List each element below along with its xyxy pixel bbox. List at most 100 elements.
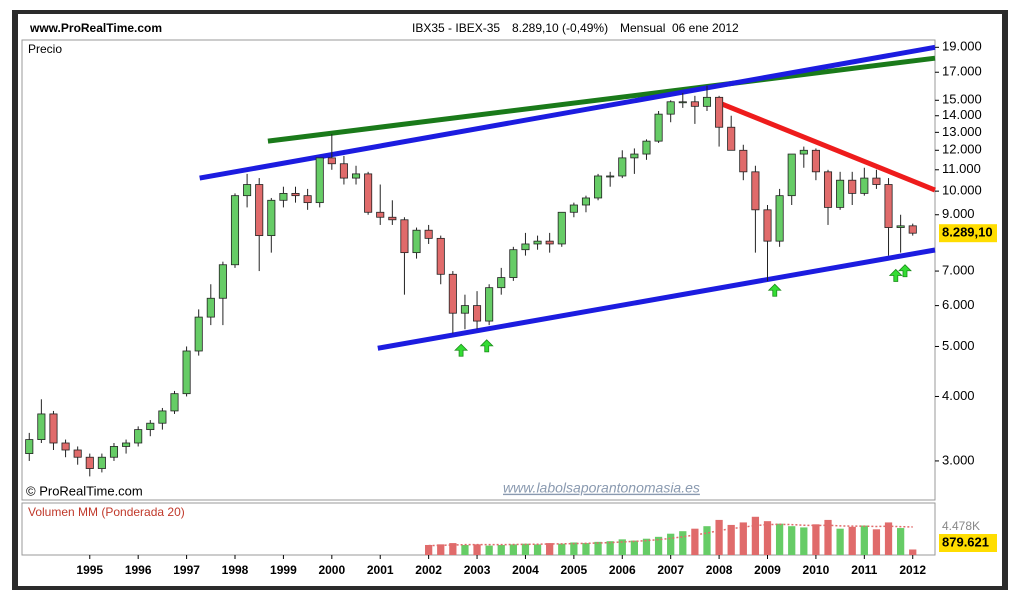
candle-body — [860, 177, 869, 194]
y-tick-label: 15.000 — [942, 92, 982, 107]
candle-body — [715, 96, 724, 128]
volume-bar — [812, 524, 820, 555]
candle-body — [182, 350, 191, 395]
candle-body — [594, 175, 603, 199]
support-arrow — [898, 264, 912, 278]
candle-body — [848, 179, 857, 194]
trend-line — [721, 101, 936, 193]
candle-body — [630, 153, 639, 159]
candle-body — [49, 413, 58, 444]
candle-body — [400, 219, 409, 254]
candle-body — [799, 149, 808, 155]
candle-body — [896, 225, 905, 228]
volume-title: Volumen MM (Ponderada 20) — [28, 505, 185, 519]
chart-title: IBX35 - IBEX-35 — [412, 21, 500, 35]
candle-body — [654, 113, 663, 142]
volume-bar — [836, 528, 844, 555]
candle-body — [279, 192, 288, 201]
volume-bar — [521, 543, 530, 555]
y-tick-label: 13.000 — [942, 124, 982, 139]
volume-bar — [800, 527, 808, 555]
candle-body — [533, 240, 542, 245]
candle-body — [581, 197, 590, 206]
candle-body — [497, 277, 506, 289]
candle-body — [763, 209, 772, 242]
candle-body — [243, 184, 252, 197]
candle-body — [291, 192, 300, 197]
candle-body — [872, 177, 881, 185]
candle-body — [146, 422, 155, 431]
candle-body — [569, 204, 578, 213]
y-tick-label: 14.000 — [942, 107, 982, 122]
volume-bar — [606, 541, 614, 555]
candle-body — [690, 101, 699, 107]
candle-body — [727, 126, 736, 151]
trend-line — [267, 55, 936, 144]
volume-bar — [509, 544, 517, 555]
candle-body — [485, 287, 494, 322]
y-tick-label: 6.000 — [942, 297, 975, 312]
trend-line — [199, 44, 936, 181]
candle-body — [436, 237, 445, 275]
candle-body — [448, 273, 457, 314]
volume-bar — [703, 526, 711, 555]
candle-body — [666, 101, 675, 115]
candle-body — [109, 446, 119, 458]
volume-bar — [485, 545, 493, 555]
x-tick-label: 1997 — [173, 563, 200, 577]
volume-bar — [546, 543, 554, 555]
candle-body — [303, 195, 312, 204]
ma-label-box — [939, 519, 989, 534]
x-tick-label: 2010 — [803, 563, 830, 577]
volume-bar — [691, 528, 699, 555]
volume-bar — [473, 544, 481, 555]
volume-bar — [788, 526, 796, 555]
quote: 8.289,10 (-0,49%) — [512, 21, 608, 35]
last-price-box — [939, 224, 997, 243]
candle-body — [424, 229, 433, 239]
x-tick-label: 2003 — [464, 563, 491, 577]
candle-body — [473, 305, 482, 322]
last-volume-box — [939, 534, 997, 552]
x-tick-label: 2004 — [512, 563, 539, 577]
volume-bar — [425, 544, 433, 555]
volume-bar — [848, 526, 856, 555]
candle-body — [61, 442, 70, 451]
x-tick-label: 2008 — [706, 563, 733, 577]
x-tick-label: 1996 — [125, 563, 152, 577]
candle-body — [364, 173, 373, 213]
volume-bar — [860, 525, 868, 555]
candle-body — [412, 229, 421, 254]
price-panel — [21, 39, 936, 501]
candle-body — [787, 153, 796, 197]
y-tick-label: 5.000 — [942, 338, 975, 353]
y-tick-label: 4.000 — [942, 388, 975, 403]
x-tick-label: 1998 — [222, 563, 249, 577]
candle-body — [73, 449, 82, 458]
x-tick-label: 2002 — [415, 563, 442, 577]
candle-body — [315, 157, 324, 204]
volume-bar — [872, 529, 881, 555]
support-arrow — [888, 268, 903, 282]
candle-body — [678, 101, 687, 104]
candle-body — [811, 149, 820, 173]
volume-bar — [570, 542, 578, 555]
x-tick-label: 1999 — [270, 563, 297, 577]
volume-bar — [896, 528, 905, 555]
volume-bar — [461, 544, 469, 555]
last-price-label: 8.289,10 — [942, 225, 993, 240]
candle-body — [884, 184, 893, 228]
volume-bar — [654, 536, 663, 555]
y-tick-label: 3.000 — [942, 452, 975, 467]
x-tick-label: 2007 — [657, 563, 684, 577]
candle-body — [230, 195, 240, 266]
candle-body — [702, 96, 712, 107]
volume-bar — [618, 539, 626, 555]
candle-body — [25, 439, 34, 454]
candle-body — [327, 157, 336, 165]
date: 06 ene 2012 — [672, 21, 739, 35]
support-arrow — [479, 339, 494, 353]
candle-body — [388, 216, 397, 221]
volume-bar — [642, 538, 651, 555]
